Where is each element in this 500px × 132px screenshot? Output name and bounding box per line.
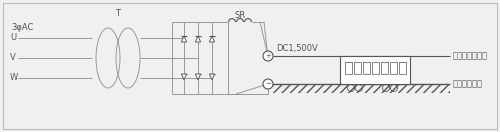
Bar: [354, 62, 360, 74]
Bar: [362, 62, 370, 74]
Bar: [380, 62, 388, 74]
Polygon shape: [196, 74, 200, 80]
Circle shape: [263, 79, 273, 89]
Bar: [390, 62, 396, 74]
Bar: [273, 84, 450, 93]
Text: −: −: [265, 81, 271, 87]
Bar: [398, 62, 406, 74]
Text: V: V: [10, 53, 16, 62]
Bar: [344, 62, 352, 74]
Polygon shape: [182, 36, 186, 42]
Text: W: W: [10, 74, 18, 82]
Circle shape: [263, 51, 273, 61]
Text: 架線（電車線）: 架線（電車線）: [453, 51, 488, 60]
Text: +: +: [265, 53, 271, 59]
Polygon shape: [210, 36, 214, 42]
Polygon shape: [210, 74, 214, 80]
Polygon shape: [196, 36, 200, 42]
Text: 3φAC: 3φAC: [11, 23, 34, 32]
Text: SR: SR: [234, 11, 246, 20]
Text: U: U: [10, 34, 16, 43]
Polygon shape: [182, 74, 186, 80]
Text: 軌条（帰線）: 軌条（帰線）: [453, 79, 483, 88]
Text: DC1,500V: DC1,500V: [276, 44, 318, 53]
Bar: [340, 56, 410, 84]
Bar: [372, 62, 378, 74]
Text: T: T: [116, 10, 120, 18]
